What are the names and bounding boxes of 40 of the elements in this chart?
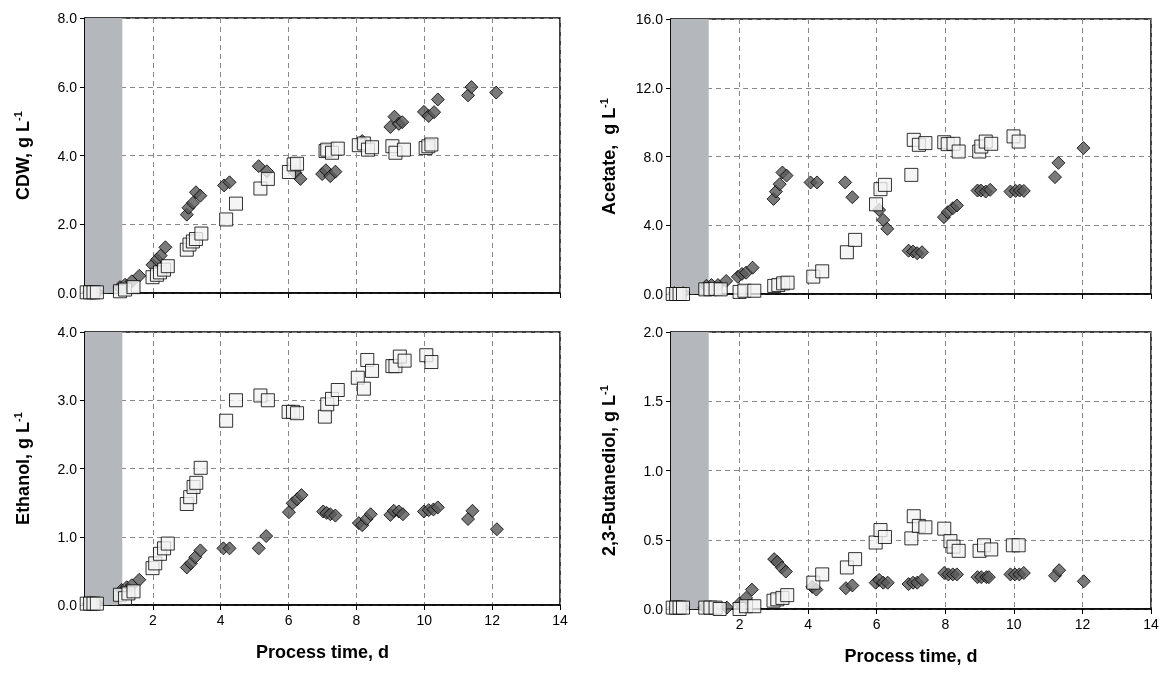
x-tick-label: 12 xyxy=(1074,616,1091,632)
y-axis-title: Acetate, g L-1 xyxy=(597,98,619,215)
y-tick-label: 1.5 xyxy=(643,393,664,410)
y-tick-label: 0.0 xyxy=(643,601,664,617)
x-tick-label: 8 xyxy=(352,612,361,628)
x-tick-label: 14 xyxy=(1143,616,1159,632)
y-tick-label: 2.0 xyxy=(57,460,78,477)
x-tick-label: 10 xyxy=(1006,616,1022,632)
x-tick-label: 12 xyxy=(484,612,501,628)
x-tick-label: 8 xyxy=(941,616,950,632)
y-tick-label: 0.0 xyxy=(643,286,664,302)
x-tick-label: 6 xyxy=(872,616,881,632)
y-axis-title: Ethanol, g L-1 xyxy=(11,412,33,525)
x-tick-label: 2 xyxy=(148,612,157,628)
y-tick-label: 16.0 xyxy=(635,11,664,27)
x-tick-label: 4 xyxy=(216,612,225,628)
y-tick-label: 8.0 xyxy=(643,148,664,165)
x-tick-label: 6 xyxy=(284,612,293,628)
x-tick-label: 4 xyxy=(804,616,813,632)
y-tick-label: 0.0 xyxy=(57,285,78,301)
y-tick-label: 6.0 xyxy=(57,78,78,95)
y-tick-label: 4.0 xyxy=(643,217,664,234)
y-axis-title: 2,3-Butanediol, g L-1 xyxy=(597,385,619,556)
x-tick-label: 10 xyxy=(416,612,433,628)
x-axis-title: Process time, d xyxy=(255,642,390,662)
x-axis-title: Process time, d xyxy=(844,646,978,666)
y-tick-label: 4.0 xyxy=(57,147,78,164)
x-tick-label: 2 xyxy=(735,616,744,632)
y-tick-label: 1.0 xyxy=(643,462,664,479)
y-tick-label: 2.0 xyxy=(643,324,664,340)
y-tick-label: 2.0 xyxy=(57,216,78,233)
y-tick-label: 4.0 xyxy=(57,324,78,340)
y-axis-title: CDW, g L-1 xyxy=(11,111,33,200)
y-tick-label: 1.0 xyxy=(57,528,78,545)
y-tick-label: 8.0 xyxy=(57,10,78,26)
y-tick-label: 12.0 xyxy=(635,79,664,96)
y-tick-label: 0.0 xyxy=(57,597,78,613)
x-tick-label: 14 xyxy=(552,612,568,628)
y-tick-label: 3.0 xyxy=(57,392,78,409)
y-tick-label: 0.5 xyxy=(643,531,664,548)
